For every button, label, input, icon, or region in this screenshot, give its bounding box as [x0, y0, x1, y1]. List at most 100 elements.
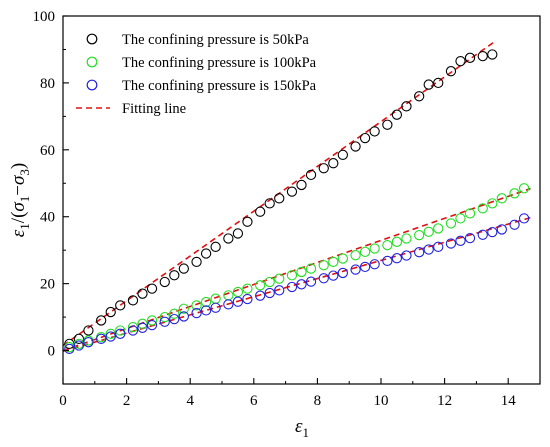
data-point-s1-38: [455, 56, 466, 67]
data-point-s1-20: [264, 198, 275, 209]
data-point-s3-8: [137, 322, 148, 333]
data-point-s2-43: [509, 188, 520, 199]
data-point-s3-43: [509, 219, 520, 230]
x-tick-label: 6: [250, 393, 258, 409]
data-point-s3-23: [296, 279, 307, 290]
plot-marks: [62, 40, 531, 355]
data-point-s2-39: [464, 208, 476, 219]
data-point-s3-12: [178, 311, 189, 322]
data-point-s1-27: [337, 149, 348, 160]
data-point-s2-12: [178, 303, 189, 314]
data-point-s2-44: [518, 183, 530, 194]
data-point-s1-22: [286, 186, 298, 197]
data-point-s2-15: [210, 293, 221, 304]
data-point-s3-32: [391, 253, 403, 264]
data-point-s1-32: [391, 109, 403, 120]
data-point-s1-40: [477, 50, 488, 62]
axis-labels: ε1​ ε1​/(σ1​−σ3​): [8, 163, 309, 440]
data-point-s2-41: [487, 198, 498, 209]
data-point-s3-13: [191, 307, 202, 319]
data-point-s1-17: [232, 228, 244, 239]
data-point-s1-21: [274, 193, 285, 204]
data-point-s1-36: [433, 77, 444, 89]
data-point-s2-19: [255, 280, 266, 291]
data-point-s3-27: [337, 267, 348, 279]
data-point-s1-31: [382, 119, 393, 130]
data-point-s1-15: [210, 241, 221, 252]
data-point-s2-42: [496, 193, 507, 204]
data-point-s3-10: [159, 316, 170, 327]
data-point-s1-24: [305, 169, 317, 181]
data-point-s1-39: [464, 52, 476, 63]
data-point-s2-21: [274, 273, 285, 284]
data-point-s3-25: [318, 273, 329, 284]
y-tick-label: 0: [48, 344, 56, 360]
data-point-s2-32: [391, 236, 403, 247]
y-tick-label: 40: [40, 210, 55, 226]
data-point-s2-22: [286, 270, 298, 281]
data-point-s1-9: [146, 283, 158, 294]
data-point-s1-30: [369, 126, 380, 137]
data-point-s3-7: [127, 325, 139, 336]
x-tick-label: 10: [374, 393, 389, 409]
data-point-s1-34: [414, 91, 425, 102]
data-point-s3-29: [359, 261, 371, 273]
y-tick-label: 60: [40, 143, 55, 159]
data-point-s3-3: [83, 337, 94, 348]
y-tick-label: 80: [40, 76, 55, 92]
data-point-s3-31: [382, 255, 393, 267]
data-point-s2-14: [200, 296, 212, 308]
data-point-s1-11: [169, 270, 180, 281]
x-tick-label: 0: [59, 393, 67, 409]
data-point-s3-39: [464, 232, 476, 244]
data-point-s1-18: [242, 216, 253, 227]
legend: The confining pressure is 50kPa The confi…: [76, 32, 317, 117]
data-point-s1-4: [96, 315, 107, 326]
data-point-s2-9: [146, 315, 158, 326]
data-point-s3-33: [401, 250, 412, 261]
legend-label-3: The confining pressure is 150kPa: [122, 78, 317, 94]
data-point-s1-7: [127, 295, 139, 306]
data-point-s3-22: [286, 281, 298, 293]
data-point-s3-9: [146, 319, 158, 331]
data-point-s3-6: [115, 328, 126, 339]
legend-label-1: The confining pressure is 50kPa: [122, 32, 309, 48]
data-point-s3-14: [200, 305, 212, 316]
data-point-s3-26: [328, 270, 339, 281]
data-point-s3-19: [255, 290, 266, 301]
data-point-s2-29: [359, 246, 371, 258]
data-point-s1-3: [83, 325, 94, 336]
data-point-s1-41: [487, 49, 498, 60]
data-point-s2-37: [445, 218, 457, 229]
data-point-s3-34: [414, 247, 425, 258]
data-point-s3-40: [477, 229, 488, 240]
data-point-s3-18: [242, 293, 253, 305]
data-point-s3-16: [223, 299, 234, 310]
data-point-s1-8: [137, 288, 148, 299]
data-point-s1-19: [255, 206, 266, 217]
y-tick-label: 100: [33, 9, 56, 25]
data-point-s2-31: [382, 240, 393, 251]
data-point-s3-37: [445, 238, 457, 249]
data-point-s3-20: [264, 287, 275, 299]
y-tick-label: 20: [40, 277, 55, 293]
data-point-s1-33: [401, 101, 412, 112]
data-point-s1-12: [178, 263, 189, 274]
data-point-s1-25: [318, 163, 329, 174]
data-point-s1-29: [359, 132, 371, 144]
data-point-s2-24: [305, 263, 317, 274]
x-tick-label: 14: [501, 393, 517, 409]
data-point-s3-1: [64, 343, 75, 355]
data-point-s1-13: [191, 256, 202, 268]
data-point-s2-28: [350, 250, 361, 261]
data-point-s2-6: [115, 325, 126, 336]
data-point-s2-38: [455, 213, 466, 224]
data-point-s2-17: [232, 286, 244, 298]
legend-marker-2: [86, 56, 98, 68]
data-point-s3-24: [305, 276, 317, 287]
data-point-s3-2: [73, 340, 85, 351]
data-point-s2-20: [264, 276, 275, 288]
data-point-s3-28: [350, 264, 361, 275]
data-point-s3-17: [232, 296, 244, 307]
